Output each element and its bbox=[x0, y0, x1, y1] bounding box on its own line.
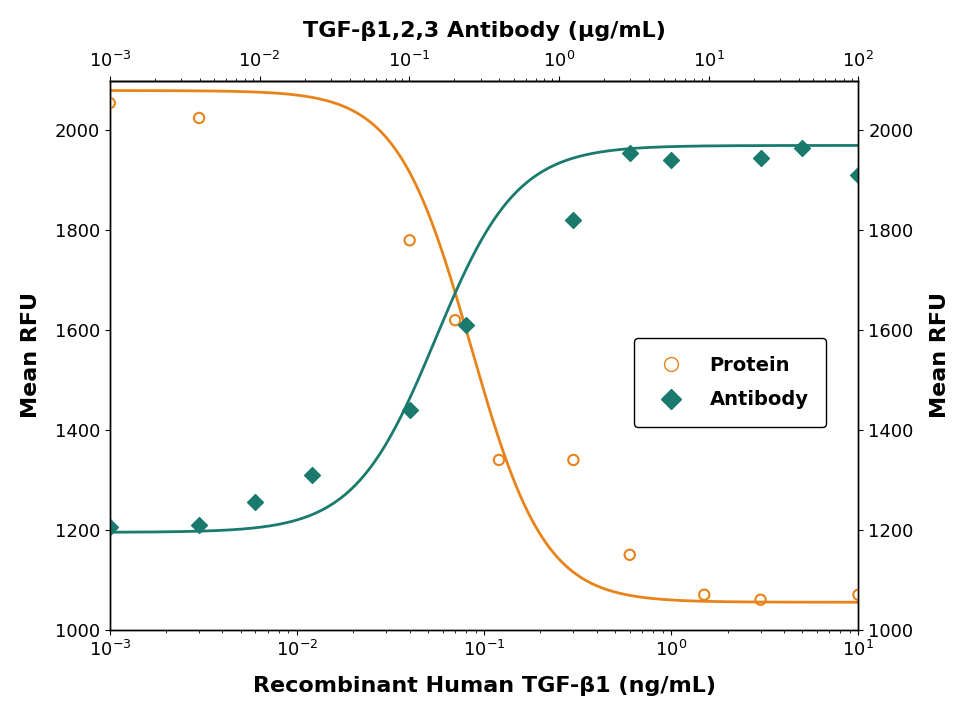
Point bbox=[566, 214, 582, 226]
Point bbox=[102, 98, 117, 109]
X-axis label: TGF-β1,2,3 Antibody (μg/mL): TGF-β1,2,3 Antibody (μg/mL) bbox=[303, 21, 665, 41]
Point bbox=[696, 589, 712, 600]
Point bbox=[566, 454, 582, 465]
Point bbox=[622, 147, 638, 158]
Point bbox=[794, 142, 810, 153]
Point bbox=[402, 404, 418, 416]
Point bbox=[851, 589, 866, 600]
Point bbox=[622, 549, 638, 561]
Y-axis label: Mean RFU: Mean RFU bbox=[930, 292, 951, 418]
Legend: Protein, Antibody: Protein, Antibody bbox=[634, 338, 826, 427]
Point bbox=[304, 469, 319, 480]
Point bbox=[448, 315, 463, 326]
Point bbox=[491, 454, 507, 465]
Point bbox=[458, 319, 474, 331]
Point bbox=[851, 170, 866, 181]
Y-axis label: Mean RFU: Mean RFU bbox=[20, 292, 41, 418]
Point bbox=[663, 155, 679, 166]
Point bbox=[191, 519, 207, 531]
Point bbox=[102, 521, 117, 533]
X-axis label: Recombinant Human TGF-β1 (ng/mL): Recombinant Human TGF-β1 (ng/mL) bbox=[252, 676, 716, 696]
Point bbox=[271, 10, 286, 22]
Point bbox=[753, 152, 768, 163]
Point bbox=[248, 497, 263, 508]
Point bbox=[191, 113, 207, 124]
Point bbox=[753, 594, 768, 605]
Point bbox=[402, 234, 418, 246]
